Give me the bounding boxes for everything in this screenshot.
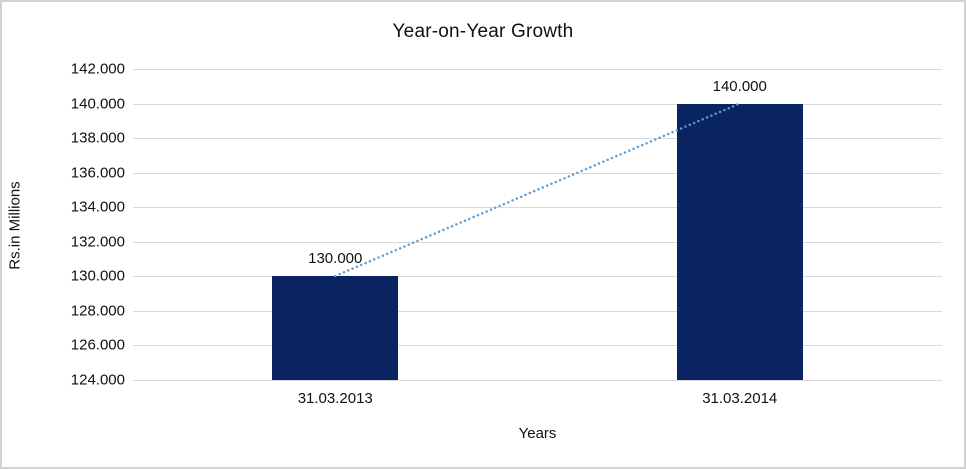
y-tick-label: 140.000 (70, 95, 125, 112)
x-tick-label: 31.03.2013 (297, 389, 373, 407)
y-tick-label: 130.000 (70, 267, 125, 285)
bar-31.03.2013 (272, 276, 399, 380)
gridline (133, 241, 942, 243)
y-tick-label: 142.000 (70, 60, 125, 78)
bar-data-label: 130.000 (308, 250, 363, 267)
y-tick-label: 136.000 (70, 164, 125, 181)
y-tick-label: 134.000 (70, 198, 125, 216)
bar-31.03.2014 (676, 103, 803, 380)
gridline (133, 103, 942, 105)
gridline (133, 172, 942, 174)
y-tick-label: 126.000 (70, 336, 125, 354)
gridline (133, 69, 942, 70)
x-tick-label: 31.03.2014 (702, 389, 778, 407)
y-tick-label: 138.000 (70, 129, 125, 147)
bar-data-label: 140.000 (712, 77, 767, 95)
y-tick-label: 124.000 (70, 371, 125, 388)
gridline (133, 138, 942, 139)
gridline (133, 379, 942, 381)
y-tick-label: 132.000 (70, 233, 125, 250)
gridline (133, 276, 942, 277)
y-tick-label: 128.000 (70, 302, 125, 319)
gridline (133, 207, 942, 208)
chart-title: Year-on-Year Growth (392, 21, 574, 42)
gridline (133, 345, 942, 346)
x-axis-title: Years (518, 425, 557, 442)
y-axis-title: Rs.in Millions (6, 181, 24, 270)
gridline (133, 310, 942, 312)
